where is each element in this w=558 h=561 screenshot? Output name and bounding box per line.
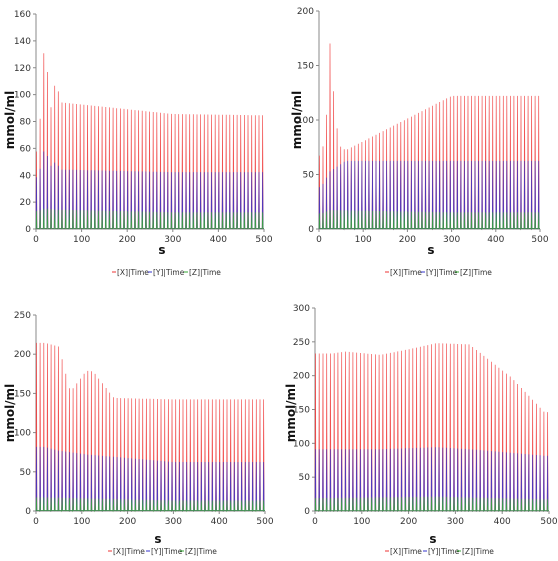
x-axis-label: s <box>427 243 434 257</box>
legend-item-y: [Y]|Time <box>151 547 183 556</box>
x-tick-label: 500 <box>256 517 273 527</box>
x-tick-label: 500 <box>255 235 272 245</box>
x-tick-label: 0 <box>312 517 318 527</box>
y-tick-label: 150 <box>293 406 310 416</box>
legend-item-x: [X]|Time <box>113 547 145 556</box>
chart-bottom-right: mmol/ml 0 100 200 300 400 500 0 50 100 150 200 250 3… <box>284 304 558 556</box>
x-tick-label: 400 <box>211 517 228 527</box>
x-tick-label: 200 <box>400 517 417 527</box>
y-tick-label: 150 <box>297 62 314 72</box>
y-tick-label: 60 <box>20 144 32 154</box>
legend-item-y: [Y]|Time <box>153 268 185 277</box>
y-tick-label: 50 <box>299 473 311 483</box>
x-tick-label: 300 <box>164 235 181 245</box>
x-tick-label: 0 <box>33 235 39 245</box>
x-tick-label: 200 <box>119 517 136 527</box>
y-tick-label: 100 <box>293 439 310 449</box>
y-tick-label: 100 <box>297 116 314 126</box>
legend: [X]|Time [Y]|Time [Z]|Time <box>108 547 217 556</box>
x-axis-label: s <box>429 532 436 546</box>
y-tick-label: 50 <box>20 468 32 478</box>
y-tick-label: 140 <box>14 37 31 47</box>
y-tick-label: 120 <box>14 64 31 74</box>
y-axis-label: mmol/ml <box>3 91 17 149</box>
series-line-ztime <box>314 496 549 513</box>
x-tick-label: 100 <box>73 235 90 245</box>
legend-item-x: [X]|Time <box>390 547 422 556</box>
y-tick-label: 200 <box>14 350 31 360</box>
x-tick-label: 300 <box>165 517 182 527</box>
chart-top-left: mmol/ml 0 100 200 300 400 500 0 20 40 60 80 100 120 1… <box>3 10 273 277</box>
legend: [X]|Time [Y]|Time [Z]|Time <box>112 268 221 277</box>
chart-bottom-left: mmol/ml 0 100 200 300 400 500050100150200250 … <box>3 311 274 556</box>
y-axis-label: mmol/ml <box>3 384 17 442</box>
x-tick-label: 0 <box>33 517 39 527</box>
y-tick-label: 250 <box>293 338 310 348</box>
x-tick-label: 100 <box>355 235 372 245</box>
y-tick-label: 200 <box>297 7 314 17</box>
y-tick-label: 100 <box>14 91 31 101</box>
series-line-ztime <box>35 208 264 230</box>
y-tick-label: 0 <box>308 225 314 235</box>
y-axis-label: mmol/ml <box>284 384 298 442</box>
y-tick-label: 80 <box>20 118 32 128</box>
x-tick-label: 0 <box>316 235 322 245</box>
x-axis-label: s <box>154 532 161 546</box>
y-tick-label: 100 <box>14 429 31 439</box>
x-tick-label: 400 <box>494 517 511 527</box>
x-tick-label: 100 <box>73 517 90 527</box>
x-tick-label: 300 <box>447 517 464 527</box>
legend-item-x: [X]|Time <box>117 268 149 277</box>
legend-item-z: [Z]|Time <box>185 547 217 556</box>
legend-item-z: [Z]|Time <box>462 547 494 556</box>
x-tick-label: 200 <box>399 235 416 245</box>
y-axis-label: mmol/ml <box>290 91 304 149</box>
y-tick-label: 40 <box>20 171 32 181</box>
x-tick-label: 400 <box>210 235 227 245</box>
chart-top-right: mmol/ml 0 100 200 300 400 500 0 50 100 150 200 s [… <box>290 7 549 277</box>
legend-item-x: [X]|Time <box>390 268 422 277</box>
y-tick-label: 200 <box>293 372 310 382</box>
y-tick-label: 160 <box>14 10 31 20</box>
y-tick-label: 20 <box>20 198 32 208</box>
x-tick-label: 100 <box>353 517 370 527</box>
y-tick-label: 300 <box>293 304 310 314</box>
y-tick-label: 0 <box>25 507 31 517</box>
legend: [X]|Time [Y]|Time [Z]|Time <box>385 547 494 556</box>
y-tick-label: 0 <box>304 507 310 517</box>
x-tick-label: 500 <box>540 517 557 527</box>
x-tick-label: 300 <box>443 235 460 245</box>
y-tick-label: 50 <box>303 171 315 181</box>
x-tick-label: 400 <box>487 235 504 245</box>
x-axis-label: s <box>158 243 165 257</box>
y-tick-label: 250 <box>14 311 31 321</box>
x-tick-label: 500 <box>531 235 548 245</box>
series-line-ztime <box>35 497 265 513</box>
series-line-ztime <box>318 210 540 231</box>
legend: [X]|Time [Y]|Time [Z]|Time <box>385 268 492 277</box>
legend-item-y: [Y]|Time <box>426 268 458 277</box>
x-tick-label: 200 <box>119 235 136 245</box>
legend-item-z: [Z]|Time <box>460 268 492 277</box>
y-tick-label: 0 <box>25 225 31 235</box>
legend-item-y: [Y]|Time <box>428 547 460 556</box>
legend-item-z: [Z]|Time <box>189 268 221 277</box>
y-tick-label: 150 <box>14 389 31 399</box>
